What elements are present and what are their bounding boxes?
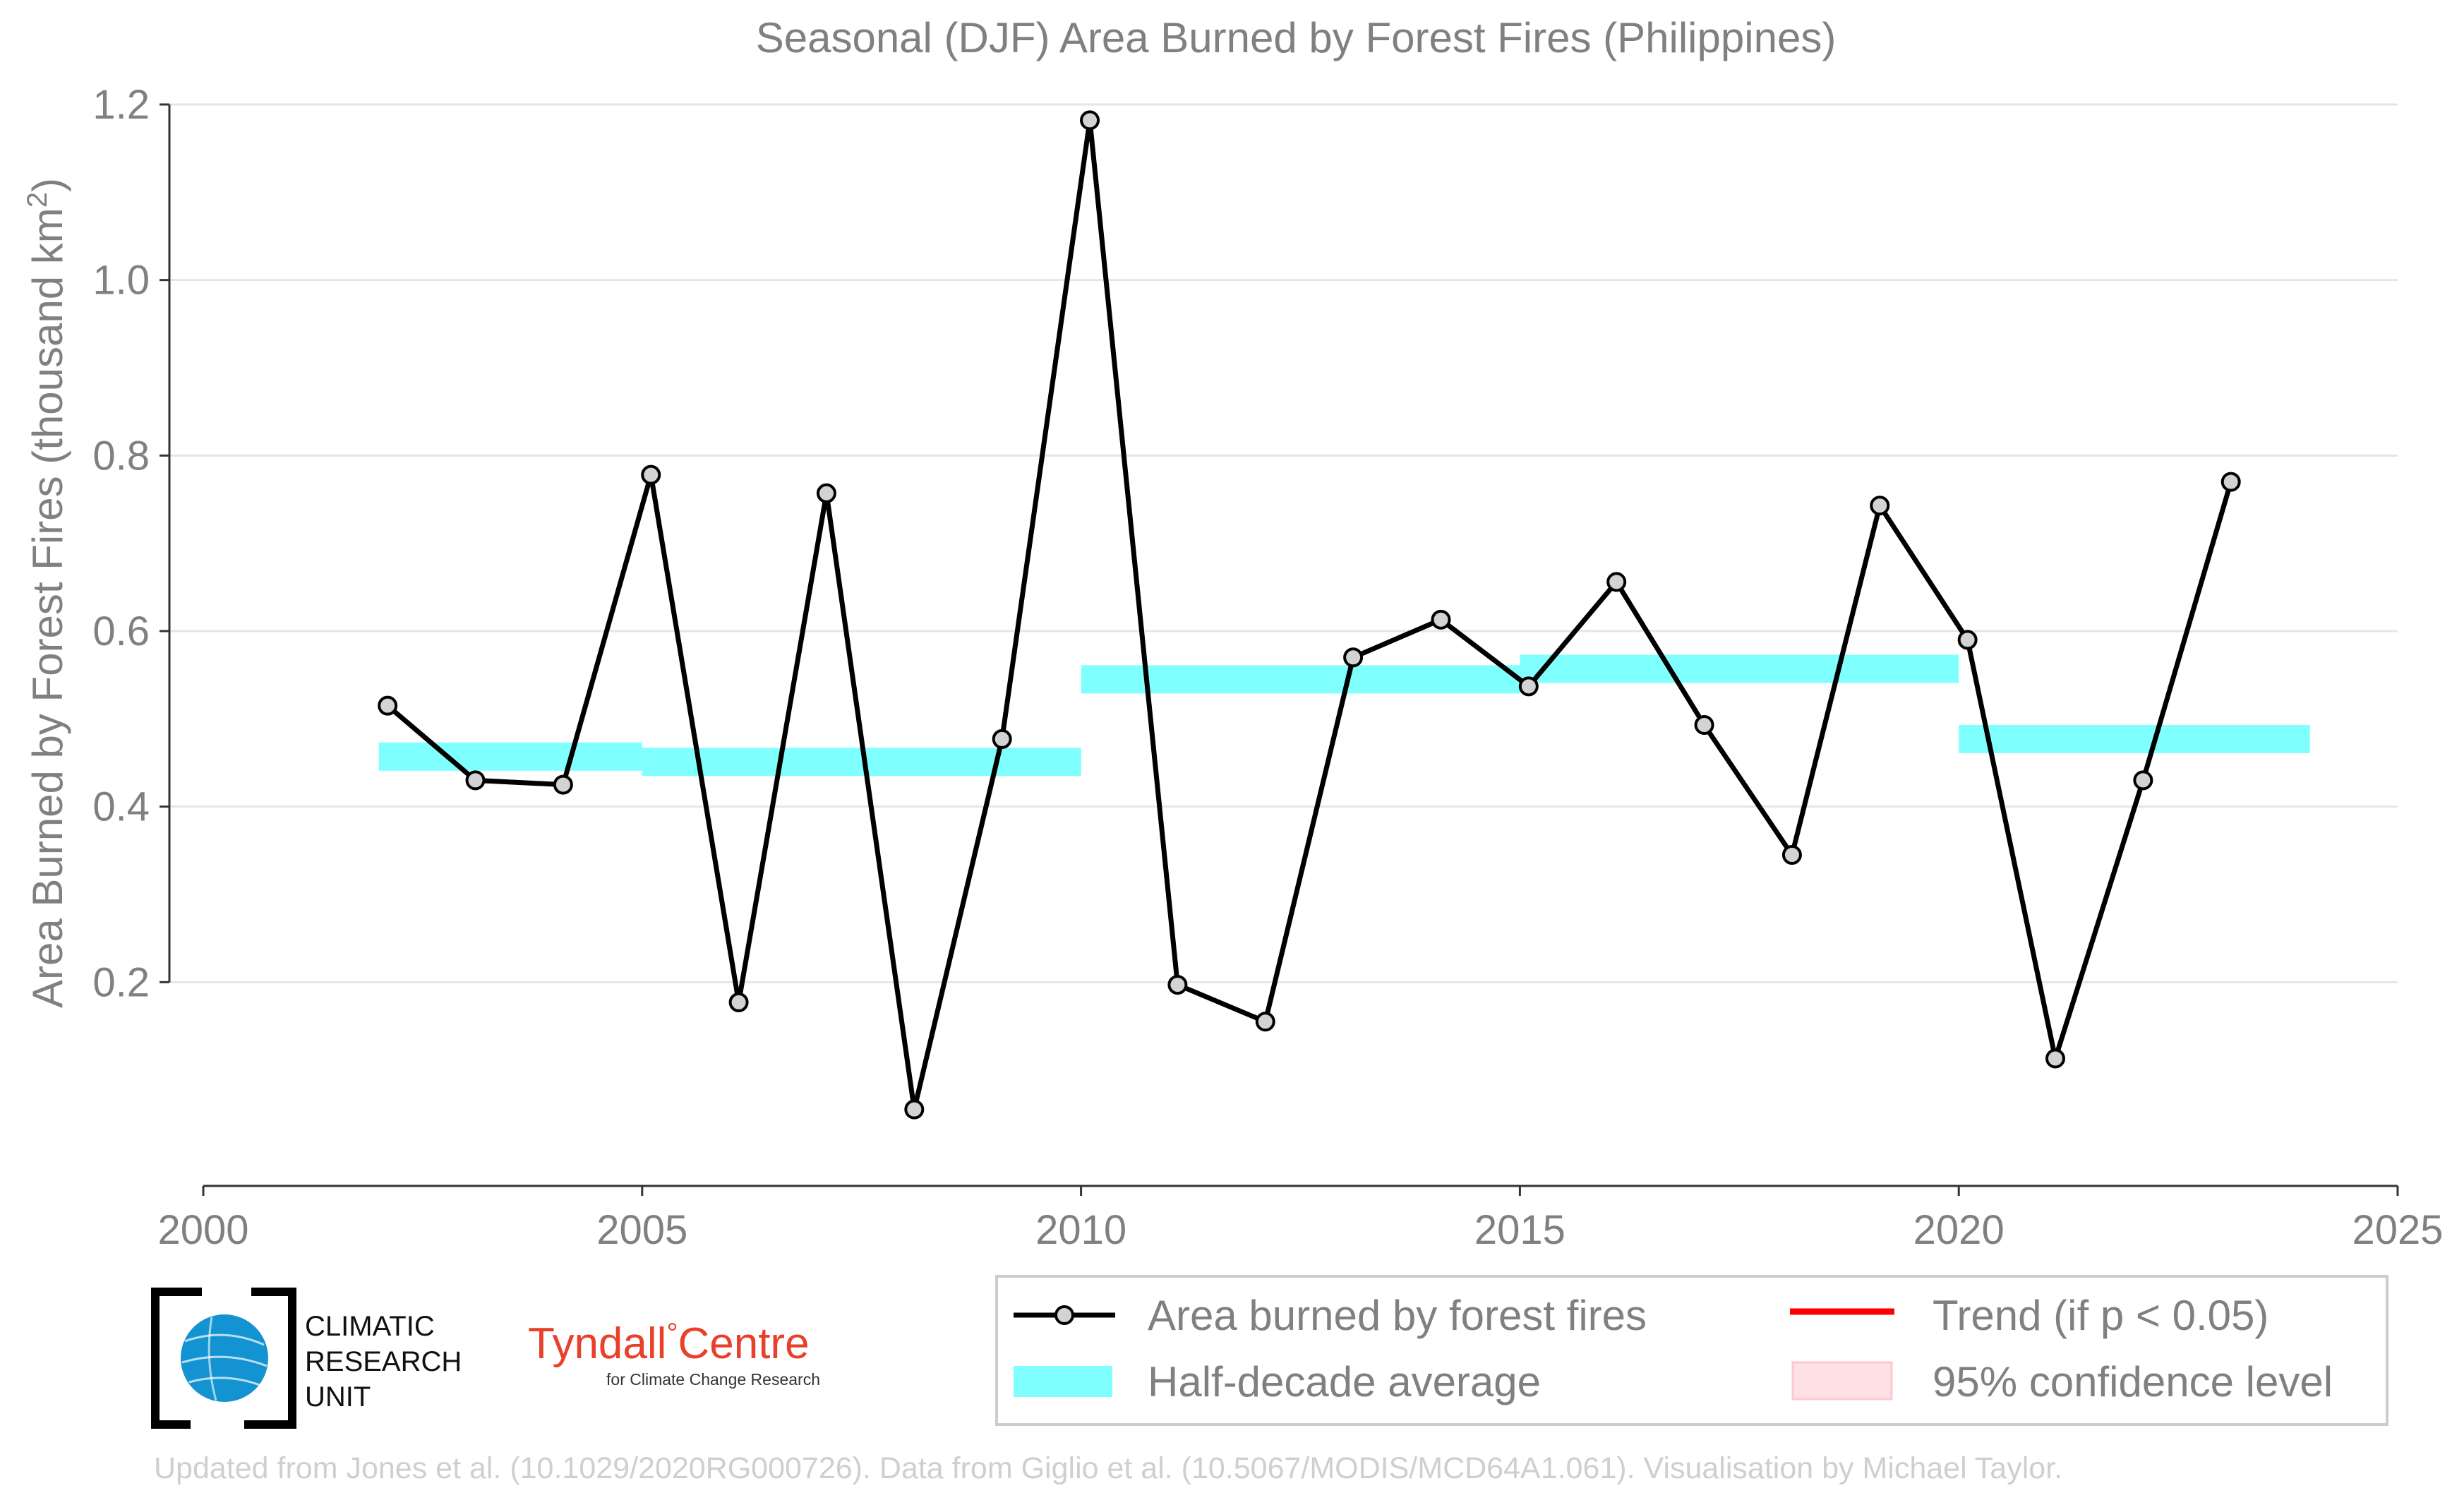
tyndall-subtitle: for Climate Change Research xyxy=(606,1370,820,1389)
data-point xyxy=(1606,572,1627,592)
y-tick-label: 0.6 xyxy=(92,608,150,654)
half-decade-band xyxy=(1959,724,2310,753)
half-decade-bands xyxy=(378,654,2310,777)
data-point xyxy=(1255,1012,1275,1032)
legend: Area burned by forest fires Trend (if p … xyxy=(995,1275,2388,1426)
y-tick-label: 0.8 xyxy=(92,433,150,479)
x-tick-label: 2015 xyxy=(1474,1207,1565,1253)
legend-label-area: Area burned by forest fires xyxy=(1148,1292,1647,1339)
legend-label-trend: Trend (if p < 0.05) xyxy=(1933,1292,2268,1339)
x-tick-label: 2005 xyxy=(596,1207,687,1253)
series-area-burned xyxy=(378,110,2241,1120)
x-tick-label: 2020 xyxy=(1913,1207,2005,1253)
data-point xyxy=(1080,110,1100,131)
data-point xyxy=(2045,1048,2065,1069)
x-tick-label: 2010 xyxy=(1035,1207,1126,1253)
cru-logo: CLIMATIC RESEARCH UNIT xyxy=(151,1288,462,1429)
data-point xyxy=(1957,630,1978,650)
footer-credits: Updated from Jones et al. (10.1029/2020R… xyxy=(154,1451,2062,1485)
data-point xyxy=(2133,770,2153,791)
data-point xyxy=(2220,472,2241,492)
y-axis-label: Area Burned by Forest Fires (thousand km… xyxy=(22,178,71,1008)
y-tick-label: 0.4 xyxy=(92,784,150,830)
legend-label-confidence: 95% confidence level xyxy=(1933,1358,2333,1405)
data-point xyxy=(553,774,573,795)
legend-frame xyxy=(995,1275,2388,1426)
axes xyxy=(160,103,2399,1196)
cru-bracket-left xyxy=(151,1288,202,1429)
data-point xyxy=(1694,715,1714,736)
data-point xyxy=(1343,647,1364,668)
data-point xyxy=(641,464,661,485)
cru-text-line3: UNIT xyxy=(305,1381,371,1413)
half-decade-band xyxy=(1081,665,1520,694)
data-point xyxy=(1431,609,1451,630)
x-tick-label: 2000 xyxy=(157,1207,248,1253)
series-line xyxy=(385,117,2234,1113)
data-point xyxy=(465,770,486,791)
data-point xyxy=(904,1099,925,1120)
half-decade-band xyxy=(378,742,642,771)
data-point xyxy=(728,992,749,1012)
legend-label-half-decade: Half-decade average xyxy=(1148,1358,1541,1405)
data-point xyxy=(992,728,1012,749)
tick-labels: 0.2 0.4 0.6 0.8 1.0 1.2 2000 2005 2010 2015 2020 20… xyxy=(92,82,2443,1253)
half-decade-band xyxy=(1520,654,1959,683)
data-point xyxy=(816,483,836,503)
y-tick-label: 1.0 xyxy=(92,258,150,304)
tyndall-wordmark: Tyndall°Centre xyxy=(528,1318,810,1368)
globe-icon xyxy=(181,1314,268,1402)
data-point xyxy=(378,695,398,716)
x-tick-label: 2025 xyxy=(2352,1207,2443,1253)
data-point xyxy=(1781,845,1802,865)
cru-text-line2: RESEARCH xyxy=(305,1346,462,1377)
legend-confidence-swatch xyxy=(1791,1361,1893,1401)
y-tick-label: 0.2 xyxy=(92,959,150,1005)
tyndall-logo: Tyndall°Centre for Climate Change Resear… xyxy=(528,1318,820,1389)
chart-title: Seasonal (DJF) Area Burned by Forest Fir… xyxy=(756,14,1837,61)
data-point xyxy=(1167,975,1188,995)
cru-bracket-right xyxy=(244,1288,296,1429)
data-point xyxy=(1518,676,1539,697)
gridlines xyxy=(169,103,2398,983)
legend-band-swatch xyxy=(1014,1366,1112,1397)
legend-marker-swatch xyxy=(1054,1305,1074,1325)
y-tick-label: 1.2 xyxy=(92,82,150,128)
cru-text-line1: CLIMATIC xyxy=(305,1311,435,1342)
data-point xyxy=(1870,496,1890,516)
